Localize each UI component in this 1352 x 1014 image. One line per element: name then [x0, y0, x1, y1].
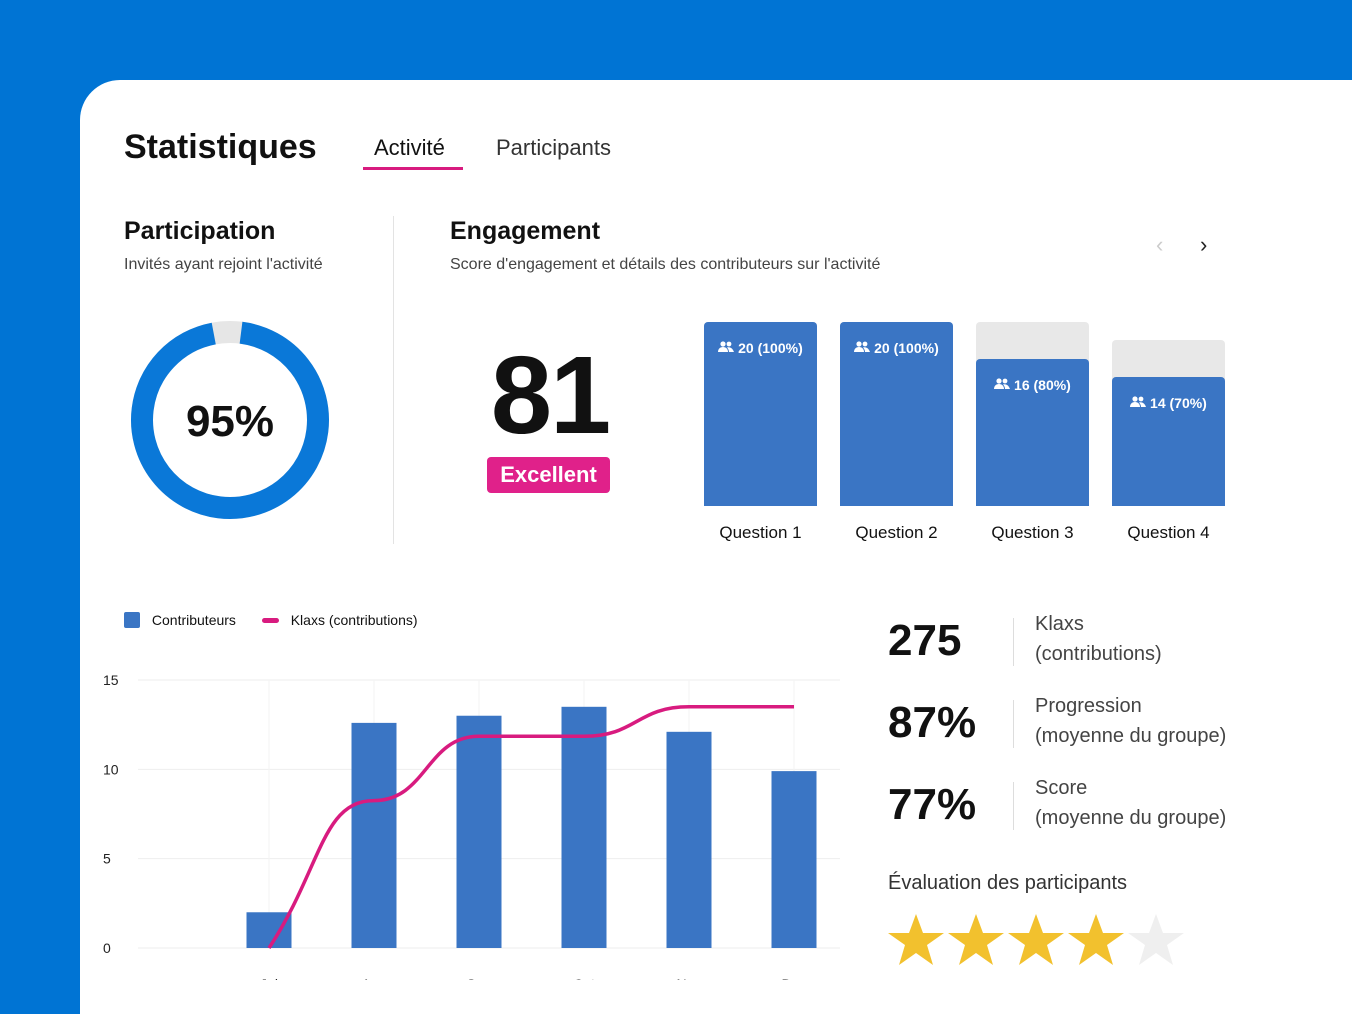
bar-Sep	[456, 715, 502, 948]
question-count: 14 (70%)	[1150, 395, 1207, 412]
tab-activite[interactable]: Activité	[374, 135, 445, 160]
question-bar-4: 14 (70%)	[1112, 322, 1225, 506]
stat-label: Progression (moyenne du groupe)	[1035, 691, 1226, 751]
stat-label-main: Progression	[1035, 695, 1142, 717]
stat-label-main: Score	[1035, 777, 1088, 799]
legend-line-swatch	[261, 617, 279, 623]
x-tick: Nov	[677, 976, 702, 980]
klaxs-line	[267, 705, 794, 949]
x-tick: Aou	[362, 976, 387, 980]
question-bar-fill: 20 (100%)	[704, 322, 817, 506]
question-bar-fill: 16 (80%)	[976, 358, 1089, 506]
stat-label-main: Klaxs	[1035, 613, 1084, 635]
bar-Nov	[666, 731, 712, 948]
stat-value: 87%	[888, 698, 977, 747]
question-count: 20 (100%)	[738, 340, 803, 356]
stat-value: 275	[888, 616, 962, 665]
star-filled-icon	[888, 914, 944, 965]
stat-divider	[1013, 618, 1014, 666]
stat-label-sub: (moyenne du groupe)	[1035, 725, 1227, 747]
question-label: Question 1	[719, 523, 802, 542]
y-left-tick: 0	[103, 940, 111, 956]
users-icon	[854, 341, 871, 352]
question-bar-1: 20 (100%)	[704, 322, 817, 506]
activity-chart: 0510150100200300JuiAouSepOctNovDec	[103, 672, 840, 980]
y-left-tick: 15	[103, 672, 119, 688]
donut-progress-arc	[131, 321, 329, 519]
bar-Dec	[771, 771, 817, 948]
participation-donut: 95%	[131, 321, 329, 519]
bar-Oct	[561, 706, 607, 948]
engagement-title: Engagement	[450, 217, 601, 245]
x-tick: Dec	[782, 976, 807, 980]
x-tick: Jui	[260, 976, 278, 980]
legend-klaxs: Klaxs (contributions)	[290, 612, 418, 629]
question-bar-fill: 20 (100%)	[840, 322, 953, 506]
question-label: Question 3	[991, 523, 1074, 542]
stat-divider	[1013, 700, 1014, 748]
stat-label: Klaxs (contributions)	[1035, 609, 1162, 669]
chevron-right-icon[interactable]: ›	[1200, 232, 1208, 257]
bar-Jui	[246, 912, 292, 948]
stat-label-sub: (moyenne du groupe)	[1035, 807, 1227, 829]
stat-label: Score (moyenne du groupe)	[1035, 773, 1226, 833]
stat-label-sub: (contributions)	[1035, 643, 1162, 665]
question-bar-2: 20 (100%)	[840, 322, 953, 506]
participation-value: 95%	[186, 397, 274, 446]
participation-title: Participation	[124, 217, 276, 245]
legend-contributeurs: Contributeurs	[151, 612, 236, 629]
question-label: Question 2	[855, 523, 938, 542]
chart-legend: Contributeurs Klaxs (contributions)	[124, 611, 418, 629]
x-tick: Sep	[467, 976, 492, 980]
stat-value: 77%	[888, 780, 977, 829]
question-count: 20 (100%)	[874, 340, 939, 356]
star-filled-icon	[948, 914, 1004, 965]
stats-card: Statistiques Activité Participants Parti…	[80, 80, 1352, 1014]
star-empty-icon	[1128, 914, 1184, 965]
question-bar-fill: 14 (70%)	[1112, 377, 1225, 506]
tab-participants[interactable]: Participants	[496, 135, 611, 160]
legend-bar-swatch	[124, 612, 140, 629]
participation-subtitle: Invités ayant rejoint l'activité	[124, 256, 323, 273]
section-divider	[393, 216, 394, 544]
y-left-tick: 5	[103, 851, 111, 867]
rating-title: Évaluation des participants	[888, 872, 1128, 894]
rating-badge: Excellent	[487, 457, 610, 493]
x-tick: Oct	[573, 976, 595, 980]
users-icon	[994, 378, 1011, 389]
users-icon	[718, 341, 735, 352]
engagement-subtitle: Score d'engagement et détails des contri…	[450, 256, 881, 273]
question-count: 16 (80%)	[1014, 376, 1071, 393]
bar-Aou	[351, 722, 397, 948]
engagement-score: 81	[490, 334, 611, 457]
y-left-tick: 10	[103, 761, 119, 777]
star-filled-icon	[1008, 914, 1064, 965]
star-filled-icon	[1068, 914, 1124, 965]
question-label: Question 4	[1127, 523, 1210, 542]
active-tab-indicator	[363, 167, 463, 170]
chevron-left-icon[interactable]: ‹	[1156, 232, 1164, 257]
users-icon	[1130, 396, 1147, 408]
star-rating	[886, 912, 1186, 973]
page-title: Statistiques	[124, 128, 317, 166]
stat-divider	[1013, 782, 1014, 830]
question-bar-3: 16 (80%)	[976, 322, 1089, 506]
